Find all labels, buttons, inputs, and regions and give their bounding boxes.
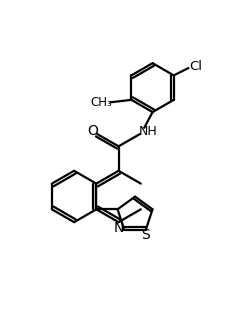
Text: NH: NH: [138, 125, 157, 138]
Text: S: S: [141, 228, 150, 242]
Text: O: O: [87, 124, 98, 138]
Text: N: N: [114, 221, 124, 234]
Text: CH₃: CH₃: [91, 96, 112, 109]
Text: Cl: Cl: [189, 60, 202, 72]
